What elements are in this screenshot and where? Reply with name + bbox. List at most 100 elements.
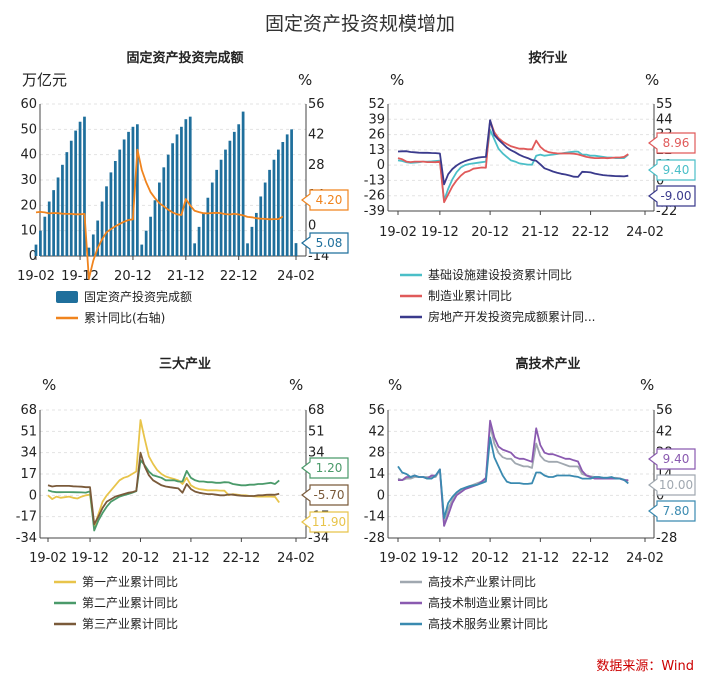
bar	[294, 243, 298, 256]
right-tick-label: 44	[656, 112, 673, 127]
left-tick-label: -17	[16, 510, 37, 525]
right-tick-label: -22	[656, 204, 677, 219]
panel-title: 按行业	[528, 50, 567, 66]
left-tick-label: 26	[368, 128, 385, 143]
x-tick-label: 21-12	[172, 551, 210, 566]
bar	[100, 201, 104, 256]
callout-label: 9.40	[663, 452, 690, 466]
series-line	[397, 128, 629, 202]
legend-label: 第一产业累计同比	[82, 575, 178, 589]
right-tick-label: 28	[308, 158, 325, 173]
callout-box	[301, 511, 349, 533]
callout-box	[648, 500, 696, 522]
bar	[237, 124, 241, 257]
left-tick-label: 14	[368, 467, 385, 482]
left-axis-unit: %	[388, 376, 402, 394]
panel-high-tech: 高技术产业%%564228140-14-28564228140-14-2819-…	[364, 356, 696, 631]
right-tick-label: 0	[308, 219, 316, 234]
bar	[246, 243, 249, 256]
bar	[224, 149, 227, 256]
bar	[127, 131, 130, 256]
bar	[131, 126, 135, 256]
bar	[47, 201, 51, 256]
x-tick-label: 19-02	[379, 225, 417, 240]
right-axis-unit: %	[645, 71, 659, 89]
callout-box	[648, 159, 696, 181]
bar	[43, 216, 47, 256]
callout-box	[301, 457, 349, 479]
callout-box	[648, 474, 696, 496]
left-tick-label: 30	[20, 173, 37, 188]
bar	[91, 234, 95, 256]
source-note: 数据来源：Wind	[596, 659, 694, 674]
bar	[197, 226, 201, 256]
left-tick-label: -13	[364, 173, 385, 188]
bar	[113, 161, 117, 256]
left-tick-label: 0	[29, 249, 37, 264]
right-tick-label: -28	[656, 531, 677, 546]
left-tick-label: -28	[364, 531, 385, 546]
x-tick-label: 21-12	[167, 269, 205, 284]
bar	[74, 130, 78, 256]
right-tick-label: 55	[656, 97, 673, 112]
panel-title: 三大产业	[159, 356, 211, 372]
bar	[83, 116, 86, 257]
left-tick-label: 0	[377, 488, 385, 503]
callout-label: 1.20	[316, 461, 343, 475]
series-line	[397, 119, 629, 186]
x-tick-label: 20-12	[114, 269, 152, 284]
bar	[268, 169, 271, 256]
bar	[140, 244, 144, 256]
series-line	[35, 148, 284, 280]
bar	[78, 121, 82, 256]
right-tick-label: 68	[308, 403, 325, 418]
panel-title: 固定资产投资完成额	[126, 50, 243, 66]
x-tick-label: 22-12	[572, 551, 610, 566]
bar	[96, 220, 100, 256]
bar	[202, 212, 205, 256]
bar	[158, 182, 161, 256]
series-line	[397, 119, 629, 204]
left-tick-label: 56	[368, 403, 385, 418]
series-line	[398, 419, 629, 527]
bar	[219, 159, 223, 256]
bar	[272, 159, 276, 256]
bar	[153, 200, 157, 256]
left-tick-label: 0	[29, 488, 37, 503]
x-tick-label: 24-02	[626, 551, 664, 566]
bar	[135, 124, 139, 257]
bar	[184, 119, 188, 256]
callout-label: 4.20	[316, 193, 343, 207]
x-tick-label: 24-02	[277, 551, 315, 566]
x-tick-label: 19-12	[61, 269, 99, 284]
x-tick-label: 19-02	[379, 551, 417, 566]
right-axis-unit: %	[640, 376, 654, 394]
legend-label: 制造业累计同比	[428, 289, 512, 303]
left-tick-label: -39	[364, 204, 385, 219]
legend-label: 累计同比(右轴)	[84, 310, 165, 325]
left-tick-label: 52	[368, 97, 385, 112]
x-tick-label: 19-02	[29, 551, 67, 566]
x-tick-label: 19-12	[421, 551, 459, 566]
bar	[285, 134, 289, 256]
bar	[241, 111, 245, 256]
bar	[56, 177, 60, 256]
bar	[105, 186, 108, 256]
right-tick-label: 42	[308, 127, 325, 142]
series-line	[47, 419, 280, 528]
legend-label: 第二产业累计同比	[82, 596, 178, 610]
legend-label: 第三产业累计同比	[82, 617, 178, 631]
callout-box	[301, 484, 349, 506]
callout-label: 11.90	[312, 515, 346, 529]
bar	[228, 140, 232, 256]
bar	[34, 244, 38, 256]
bar	[281, 142, 285, 256]
left-tick-label: 0	[377, 158, 385, 173]
x-tick-label: 24-02	[626, 225, 664, 240]
series-line	[47, 459, 280, 532]
x-tick-label: 19-12	[71, 551, 109, 566]
bar	[109, 172, 113, 256]
x-tick-label: 21-12	[521, 225, 559, 240]
bar	[149, 216, 152, 256]
